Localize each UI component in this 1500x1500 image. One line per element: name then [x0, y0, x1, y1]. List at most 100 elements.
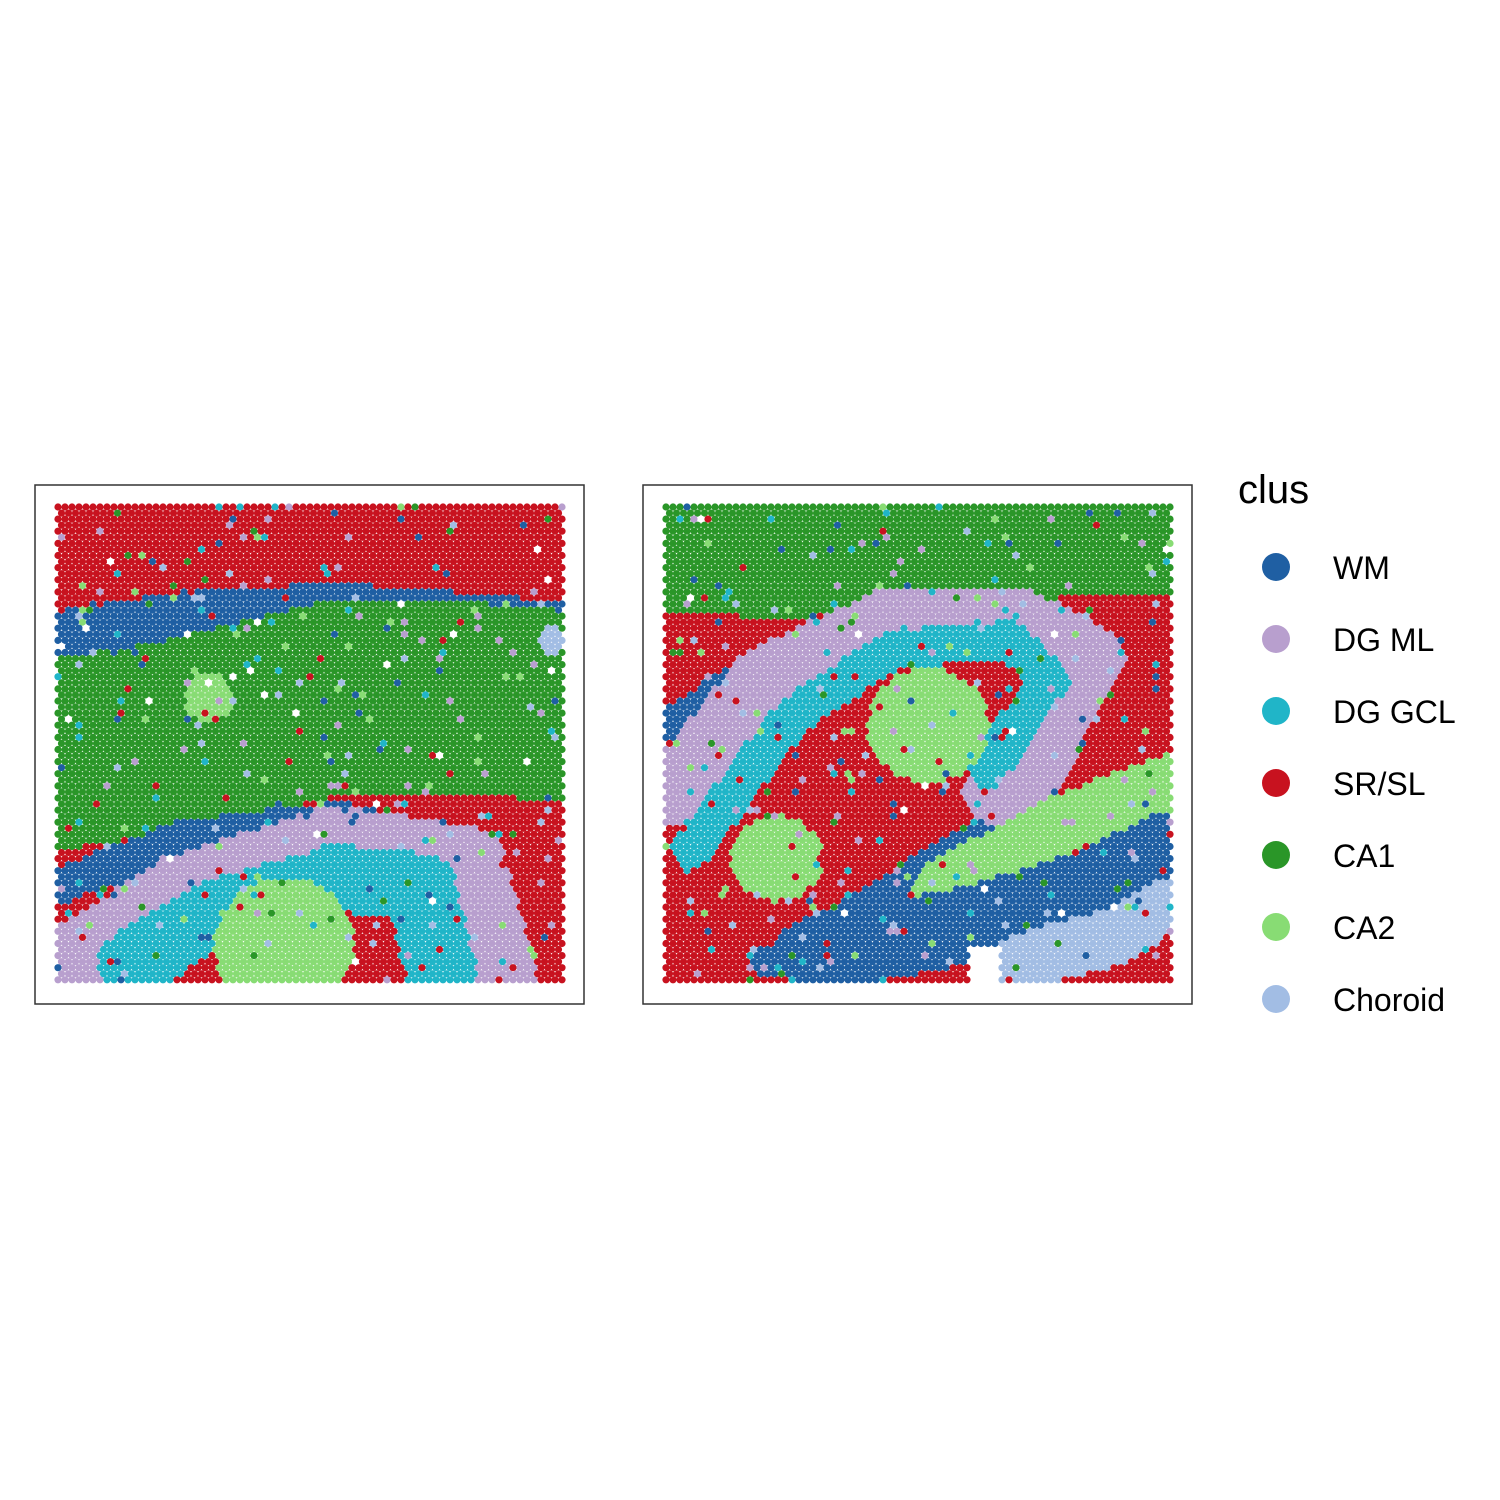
spot-ca1: [477, 703, 486, 711]
spot-dg-ml: [169, 861, 178, 869]
spot-ca1: [232, 655, 241, 663]
spot-ca1: [257, 745, 265, 754]
spot-ca1: [264, 636, 272, 645]
spot-ca2: [190, 679, 199, 687]
spot-dg-ml: [229, 867, 237, 875]
spot-dg-gcl: [439, 648, 447, 657]
spot-sr-sl: [103, 564, 111, 572]
spot-wm: [99, 630, 108, 638]
spot-ca1: [313, 624, 321, 632]
spot-sr-sl: [362, 794, 370, 802]
spot-sr-sl: [358, 545, 367, 554]
spot-ca1: [250, 648, 258, 657]
spot-ca1: [180, 806, 188, 814]
spot-ca1: [355, 661, 363, 669]
spot-ca1: [386, 703, 395, 711]
spot-wm: [120, 642, 129, 651]
spot-sr-sl: [425, 503, 433, 511]
spot-ca1: [474, 709, 482, 717]
spot-ca1: [131, 733, 139, 742]
spot-sr-sl: [99, 570, 108, 578]
spot-ca1: [365, 630, 374, 638]
spot-sr-sl: [414, 570, 423, 578]
spot-ca1: [271, 685, 279, 693]
spot-ca1: [502, 697, 510, 705]
spot-dg-ml: [348, 806, 356, 814]
spot-ca1: [232, 667, 241, 675]
spot-ca1: [509, 685, 517, 693]
spot-sr-sl: [348, 915, 356, 923]
spot-dg-gcl: [225, 897, 234, 905]
spot-ca1: [404, 758, 412, 766]
spot-ca1: [264, 624, 272, 632]
spot-ca1: [92, 727, 101, 735]
spot-sr-sl: [201, 891, 209, 899]
spot-choroid: [75, 661, 83, 669]
spot-ca1: [187, 745, 195, 754]
spot-ca2: [271, 915, 279, 923]
spot-ca1: [124, 673, 132, 681]
spot-ca1: [425, 600, 433, 608]
spot-wm: [250, 612, 258, 620]
spot-sr-sl: [432, 806, 440, 814]
spot-sr-sl: [75, 539, 83, 548]
spot-ca1: [334, 673, 342, 681]
spot-wm: [183, 606, 192, 614]
spot-sr-sl: [281, 594, 290, 602]
spot-sr-sl: [505, 812, 514, 820]
spot-ca2: [306, 891, 314, 899]
spot-dg-ml: [453, 830, 461, 838]
spot-ca1: [337, 776, 346, 784]
spot-ca1: [145, 758, 153, 766]
spot-sr-sl: [418, 551, 426, 560]
spot-ca1: [320, 782, 328, 790]
spot-sr-sl: [222, 539, 230, 548]
spot-ca1: [463, 703, 472, 711]
spot-wm: [197, 836, 206, 845]
spot-sr-sl: [463, 570, 472, 578]
spot-ca1: [201, 806, 209, 814]
spot-sr-sl: [547, 582, 556, 590]
spot-ca1: [544, 673, 552, 681]
spot-wm: [106, 642, 115, 651]
spot-sr-sl: [120, 582, 129, 590]
spot-sr-sl: [442, 800, 451, 808]
spot-ca1: [540, 739, 549, 748]
spot-ca1: [404, 697, 412, 705]
spot-ca1: [365, 739, 374, 748]
spot-ca2: [78, 618, 87, 626]
spot-dg-ml: [236, 830, 244, 838]
spot-dg-gcl: [386, 873, 395, 881]
spot-ca1: [313, 745, 321, 754]
spot-ca1: [92, 739, 101, 748]
spot-dg-gcl: [376, 903, 384, 911]
spot-sr-sl: [218, 570, 227, 578]
spot-dg-ml: [509, 648, 517, 657]
spot-dg-gcl: [64, 909, 73, 917]
spot-wm: [194, 842, 202, 851]
spot-sr-sl: [498, 824, 507, 832]
spot-sr-sl: [467, 539, 475, 548]
spot-ca1: [106, 703, 115, 711]
spot-dg-gcl: [421, 861, 430, 869]
spot-sr-sl: [530, 830, 538, 838]
spot-ca1: [299, 673, 307, 681]
spot-sr-sl: [110, 527, 118, 535]
spot-sr-sl: [82, 515, 90, 523]
spot-ca1: [176, 655, 185, 663]
spot-ca1: [110, 818, 118, 826]
spot-ca2: [309, 885, 318, 893]
spot-wm: [131, 867, 139, 875]
spot-sr-sl: [418, 794, 426, 802]
spot-wm: [169, 836, 178, 845]
spot-sr-sl: [533, 861, 542, 869]
spot-sr-sl: [467, 564, 475, 572]
spot-sr-sl: [232, 570, 241, 578]
spot-ca1: [407, 751, 416, 760]
spot-sr-sl: [162, 545, 171, 554]
spot-ca1: [453, 612, 461, 620]
spot-ca1: [295, 751, 304, 760]
spot-ca1: [446, 648, 454, 657]
spot-sr-sl: [99, 533, 108, 541]
spot-sr-sl: [239, 545, 248, 554]
